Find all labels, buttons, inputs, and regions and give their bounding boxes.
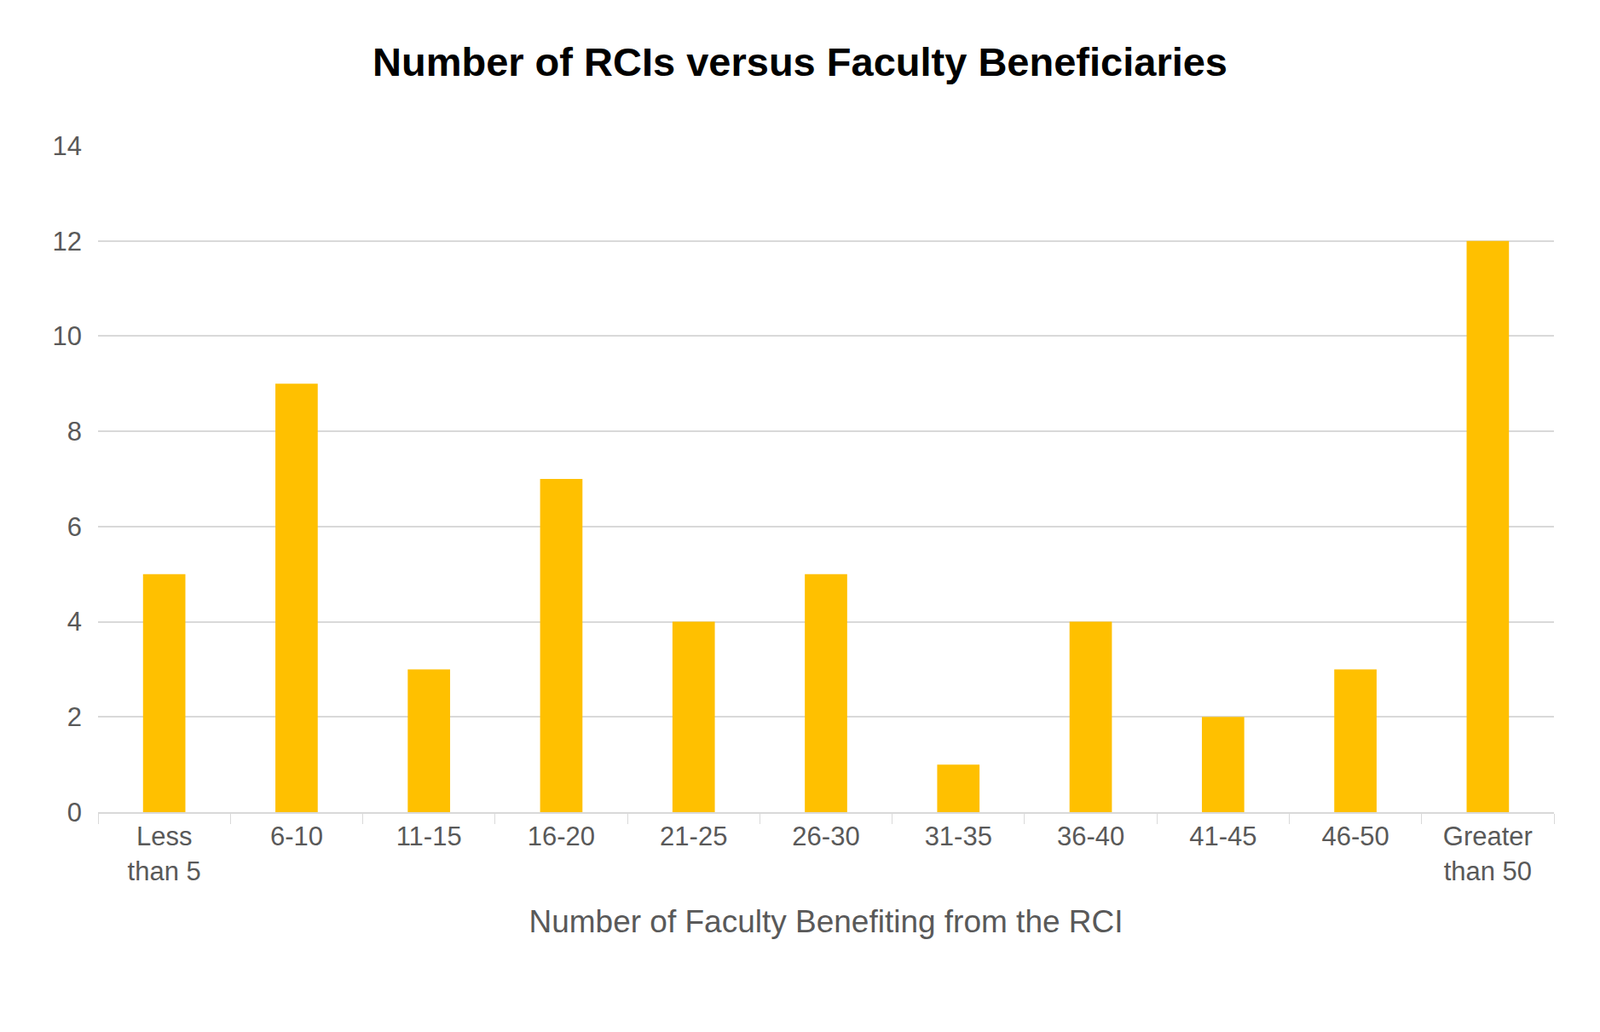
svg-text:36-40: 36-40 xyxy=(1057,821,1125,852)
svg-text:16-20: 16-20 xyxy=(527,821,595,852)
svg-text:26-30: 26-30 xyxy=(791,821,860,852)
svg-text:6: 6 xyxy=(67,512,82,543)
svg-text:31-35: 31-35 xyxy=(924,821,993,852)
svg-text:4: 4 xyxy=(67,606,82,637)
svg-text:6-10: 6-10 xyxy=(270,821,324,852)
svg-text:0: 0 xyxy=(67,797,82,828)
svg-text:21-25: 21-25 xyxy=(659,821,728,852)
svg-text:11-15: 11-15 xyxy=(396,821,463,852)
svg-text:Number of RCIs versus Faculty: Number of RCIs versus Faculty Beneficiar… xyxy=(372,39,1228,85)
svg-text:Greaterthan 50: Greaterthan 50 xyxy=(1443,821,1533,886)
svg-text:2: 2 xyxy=(67,702,82,733)
svg-text:46-50: 46-50 xyxy=(1321,821,1389,852)
svg-text:12: 12 xyxy=(52,226,82,257)
svg-text:10: 10 xyxy=(52,321,82,352)
svg-text:Lessthan 5: Lessthan 5 xyxy=(127,821,202,886)
svg-text:8: 8 xyxy=(67,416,82,447)
svg-text:Number of Faculty Benefiting f: Number of Faculty Benefiting from the RC… xyxy=(528,904,1123,940)
svg-text:41-45: 41-45 xyxy=(1189,821,1257,852)
svg-text:14: 14 xyxy=(52,131,82,162)
